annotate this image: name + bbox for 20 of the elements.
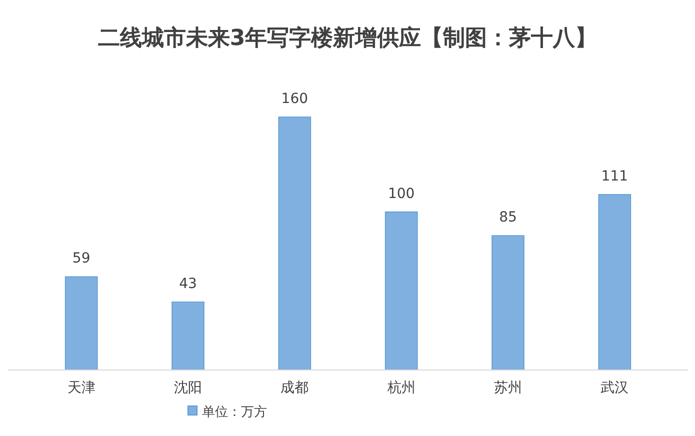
data-label: 100 (388, 186, 415, 202)
legend-label: 单位：万方 (202, 404, 267, 420)
bar (64, 276, 98, 370)
data-label: 160 (281, 91, 308, 107)
chart-title: 二线城市未来3年写字楼新增供应【制图：茅十八】 (98, 25, 598, 51)
bar (492, 235, 524, 370)
bar (278, 116, 312, 370)
data-label: 111 (601, 168, 628, 184)
data-label: 43 (179, 276, 197, 292)
bar (598, 194, 632, 370)
x-tick-label: 武汉 (600, 380, 629, 396)
x-tick-label: 杭州 (386, 380, 416, 396)
x-tick-label: 成都 (280, 380, 309, 396)
x-tick-label: 天津 (67, 380, 96, 396)
data-label: 85 (499, 210, 517, 226)
data-label: 59 (72, 250, 90, 267)
bar (172, 302, 204, 370)
x-tick-label: 沈阳 (174, 380, 202, 396)
x-tick-label: 苏州 (494, 380, 522, 396)
bar (384, 211, 418, 370)
